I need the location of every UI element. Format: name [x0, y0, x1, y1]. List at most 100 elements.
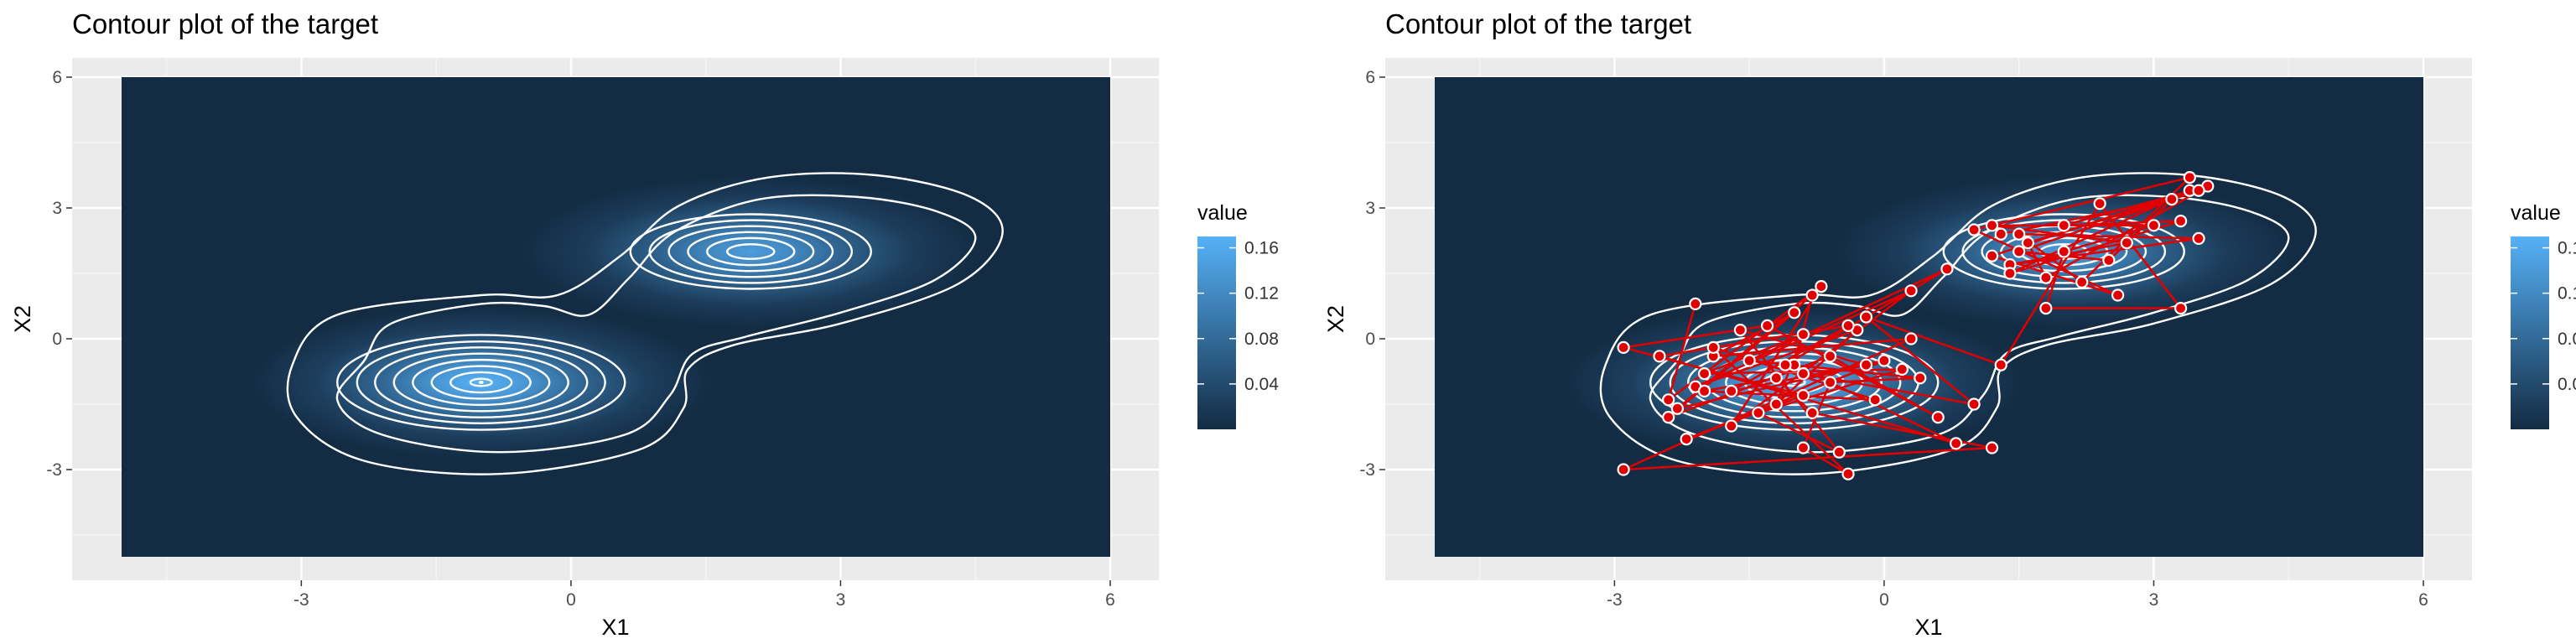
- sample-point: [1824, 350, 1837, 363]
- chart-title: Contour plot of the target: [72, 8, 378, 39]
- sample-point: [2120, 236, 2133, 250]
- sample-point: [2147, 219, 2161, 232]
- sample-point: [1985, 249, 1999, 262]
- legend-tick-label: 0.04: [1244, 375, 1279, 394]
- sample-point: [1904, 284, 1918, 298]
- sample-point: [1940, 262, 1954, 276]
- sample-point: [1859, 358, 1873, 371]
- sample-point: [1805, 406, 1819, 419]
- sample-point: [1841, 319, 1855, 332]
- x-tick-label: 3: [836, 590, 846, 610]
- sample-point: [2102, 253, 2116, 267]
- density-mode-2: [517, 175, 984, 328]
- sample-point: [2057, 245, 2070, 258]
- x-axis-label: X1: [601, 615, 629, 640]
- chart-panel-1: Contour plot of the target -3 0 3 6 -3 0 3 6 X1 X2…: [10, 8, 1279, 640]
- contour-line: [629, 213, 872, 290]
- sample-point: [1967, 223, 1981, 236]
- legend-title: value: [1197, 201, 1248, 225]
- sample-point: [1725, 419, 1738, 433]
- sample-point: [1824, 376, 1837, 389]
- sample-point: [1832, 445, 1846, 459]
- sample-point: [1931, 411, 1945, 424]
- y-axis-label: X2: [1323, 305, 1348, 333]
- contour-line: [469, 377, 493, 387]
- legend-tick-label: 0.12: [1244, 284, 1279, 304]
- x-tick-label: 0: [566, 590, 576, 610]
- chart-panel-2: Contour plot of the target -3 0 3 6 -3 0 3 6 X1 X2…: [1323, 8, 2576, 640]
- y-tick-label: 3: [52, 199, 62, 218]
- x-tick-label: -3: [293, 590, 309, 610]
- sample-point: [2075, 275, 2089, 288]
- sample-point: [2192, 231, 2205, 245]
- contour-line: [392, 352, 569, 413]
- x-tick-label: 3: [2149, 590, 2159, 610]
- sample-point: [1697, 384, 1711, 397]
- sample-point: [2111, 288, 2125, 302]
- x-axis-label: X1: [1914, 615, 1942, 640]
- contour-line: [706, 236, 796, 267]
- sample-point: [1769, 371, 1783, 385]
- chart-title: Contour plot of the target: [1385, 8, 1691, 39]
- sample-point: [1841, 467, 1855, 480]
- y-tick-label: 3: [1365, 199, 1375, 218]
- y-axis-label: X2: [10, 305, 35, 333]
- sample-point: [1877, 354, 1891, 367]
- sample-point: [1689, 297, 1702, 310]
- sample-point: [1662, 393, 1675, 407]
- sample-point: [1815, 280, 1828, 293]
- sample-point: [1859, 310, 1873, 324]
- y-tick-label: 0: [52, 330, 62, 349]
- x-tick-label: 6: [1105, 590, 1115, 610]
- sample-point: [1617, 463, 1630, 476]
- contour-line: [687, 231, 815, 273]
- sample-point: [1725, 384, 1738, 397]
- sample-point: [2183, 171, 2196, 184]
- sample-point: [1752, 406, 1765, 419]
- legend-tick-label: 0.04: [2558, 375, 2576, 394]
- sample-point: [1697, 367, 1711, 381]
- x-tick-label: 0: [1879, 590, 1889, 610]
- legend-tick-label: 0.16: [1244, 239, 1279, 258]
- sample-point: [1742, 354, 1756, 367]
- x-tick-label: -3: [1607, 590, 1623, 610]
- y-tick-label: 6: [52, 68, 62, 87]
- sample-point: [2039, 271, 2053, 284]
- sample-point: [1994, 358, 2007, 371]
- sample-path-line: [1622, 176, 2210, 475]
- legend-colorbar: [2511, 236, 2549, 429]
- sample-point: [2003, 267, 2017, 280]
- sample-point: [1895, 362, 1909, 376]
- sample-point: [2021, 236, 2034, 250]
- sample-point: [1769, 397, 1783, 411]
- sample-point: [1904, 332, 1918, 345]
- contour-center: [478, 381, 484, 384]
- sample-point: [1653, 350, 1666, 363]
- sample-point: [1706, 340, 1720, 354]
- sample-point: [1670, 402, 1684, 415]
- legend-tick-label: 0.12: [2558, 284, 2576, 304]
- sample-point: [1796, 441, 1810, 454]
- contour-line: [374, 346, 589, 418]
- density-fill: [1435, 77, 2423, 557]
- sample-point: [1796, 328, 1810, 341]
- contour-lines: [286, 172, 1004, 475]
- legend-title: value: [2511, 201, 2561, 225]
- sample-point: [2012, 227, 2026, 241]
- contour-line: [412, 358, 551, 407]
- legend-tick-label: 0.16: [2558, 239, 2576, 258]
- contour-line: [1599, 172, 2317, 475]
- sample-point: [1796, 389, 1810, 402]
- contour-line: [449, 371, 513, 394]
- sample-point: [1779, 358, 1792, 371]
- legend-tick-label: 0.08: [1244, 330, 1279, 349]
- sample-point: [1680, 432, 1693, 446]
- contour-line: [430, 365, 532, 400]
- legend-tick-label: 0.08: [2558, 330, 2576, 349]
- sample-point: [2093, 197, 2106, 210]
- sample-point: [1617, 340, 1630, 354]
- sample-point: [1662, 411, 1675, 424]
- sample-point: [1967, 397, 1981, 411]
- sample-point: [1868, 393, 1882, 407]
